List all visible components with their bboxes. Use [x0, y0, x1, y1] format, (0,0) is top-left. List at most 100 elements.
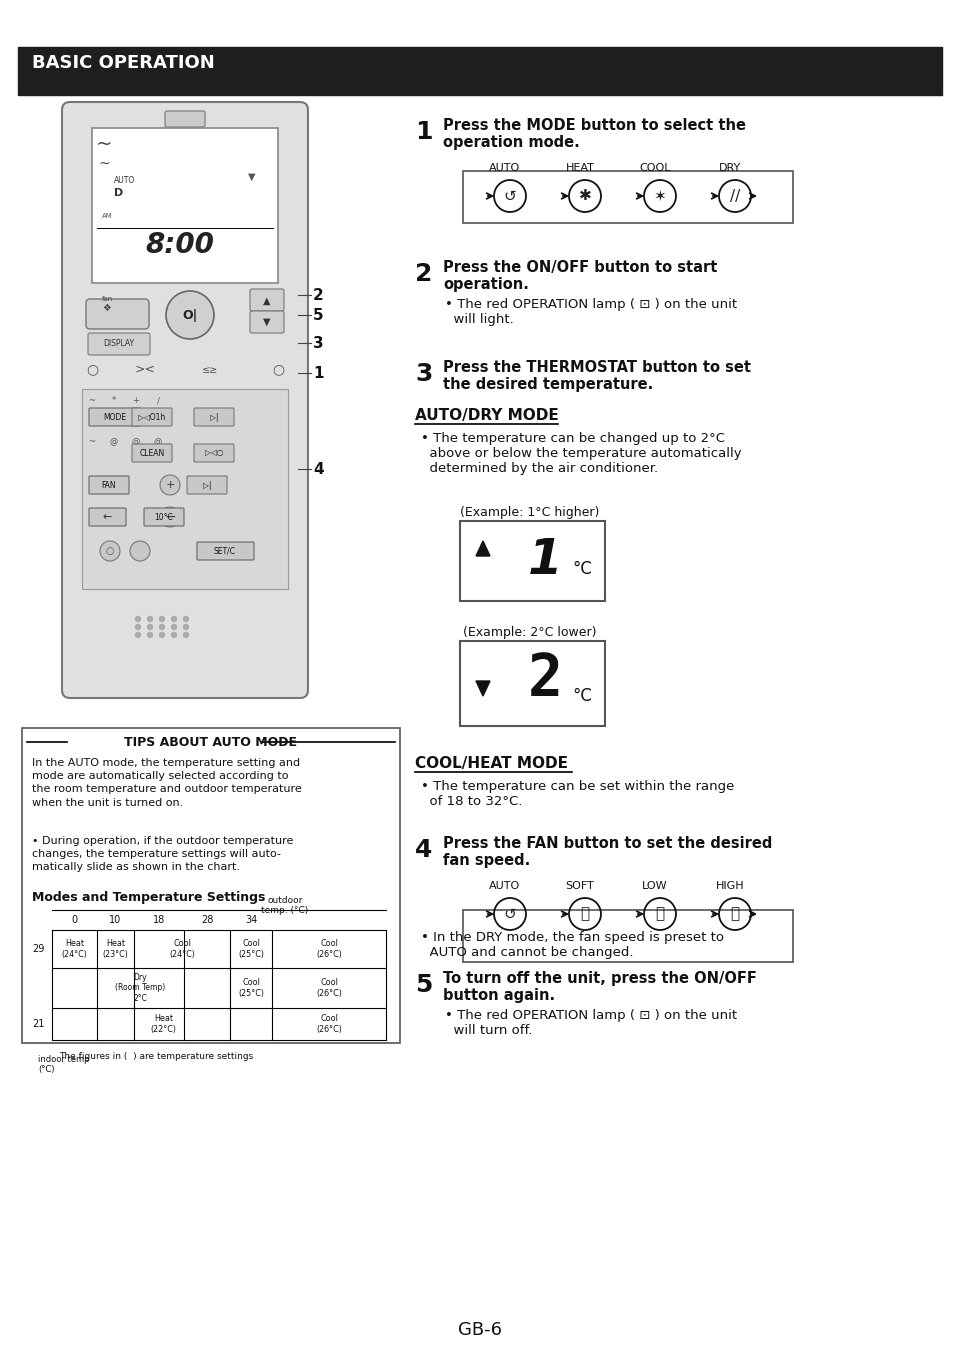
Circle shape — [183, 624, 188, 630]
Text: GB-6: GB-6 — [458, 1320, 502, 1339]
Text: 29: 29 — [32, 944, 44, 954]
FancyBboxPatch shape — [89, 508, 126, 527]
Text: ~: ~ — [88, 437, 95, 446]
Text: 5: 5 — [313, 308, 324, 323]
FancyBboxPatch shape — [132, 408, 172, 426]
Text: Cool
(25°C): Cool (25°C) — [238, 939, 264, 958]
Text: fan speed.: fan speed. — [443, 854, 530, 868]
Text: @: @ — [109, 437, 118, 446]
Text: FAN: FAN — [102, 480, 116, 490]
Text: ▲: ▲ — [263, 296, 271, 305]
Text: 2: 2 — [527, 651, 563, 708]
Text: ○: ○ — [86, 362, 98, 376]
Text: @: @ — [132, 437, 140, 446]
FancyBboxPatch shape — [250, 311, 284, 332]
FancyBboxPatch shape — [165, 111, 205, 128]
Text: the desired temperature.: the desired temperature. — [443, 377, 653, 392]
Text: AUTO/DRY MODE: AUTO/DRY MODE — [415, 408, 559, 423]
FancyBboxPatch shape — [144, 508, 184, 527]
Circle shape — [135, 624, 140, 630]
Text: SET/C: SET/C — [214, 547, 236, 555]
Text: COOL: COOL — [639, 163, 671, 172]
Bar — [92, 128, 278, 284]
Text: MODE: MODE — [104, 413, 127, 422]
Text: ✱: ✱ — [579, 189, 591, 204]
Text: ≤≥: ≤≥ — [202, 365, 218, 375]
Text: HEAT: HEAT — [565, 163, 594, 172]
Circle shape — [135, 632, 140, 638]
Text: To turn off the unit, press the ON/OFF: To turn off the unit, press the ON/OFF — [443, 972, 756, 987]
Text: 8:00: 8:00 — [146, 231, 214, 259]
Text: HIGH: HIGH — [716, 881, 744, 892]
Circle shape — [172, 616, 177, 622]
FancyBboxPatch shape — [194, 408, 234, 426]
Text: Cool
(26°C): Cool (26°C) — [316, 978, 342, 997]
Text: COOL/HEAT MODE: COOL/HEAT MODE — [415, 756, 568, 771]
Bar — [463, 911, 793, 962]
Text: Heat
(22°C): Heat (22°C) — [151, 1014, 177, 1034]
Text: @: @ — [154, 437, 162, 446]
Text: Press the ON/OFF button to start: Press the ON/OFF button to start — [443, 261, 717, 275]
Text: TIPS ABOUT AUTO MODE: TIPS ABOUT AUTO MODE — [125, 735, 298, 749]
Text: DISPLAY: DISPLAY — [104, 339, 134, 349]
Bar — [463, 171, 793, 223]
Text: SOFT: SOFT — [565, 881, 594, 892]
Text: 3: 3 — [415, 362, 432, 385]
Circle shape — [160, 475, 180, 495]
Text: • The temperature can be set within the range
  of 18 to 32°C.: • The temperature can be set within the … — [421, 780, 734, 807]
Circle shape — [148, 632, 153, 638]
Text: +: + — [165, 480, 175, 490]
Text: 34: 34 — [245, 915, 257, 925]
Text: • During operation, if the outdoor temperature
changes, the temperature settings: • During operation, if the outdoor tempe… — [32, 836, 294, 873]
Circle shape — [148, 624, 153, 630]
Circle shape — [100, 541, 120, 560]
Text: Press the MODE button to select the: Press the MODE button to select the — [443, 118, 746, 133]
Text: Modes and Temperature Settings: Modes and Temperature Settings — [32, 892, 265, 904]
Text: AUTO: AUTO — [114, 176, 135, 185]
Text: DRY: DRY — [719, 163, 741, 172]
Text: ▷◁○: ▷◁○ — [204, 449, 223, 457]
Text: ✨: ✨ — [656, 906, 664, 921]
Text: ❖: ❖ — [102, 303, 110, 313]
FancyBboxPatch shape — [86, 299, 149, 328]
Text: ~: ~ — [98, 157, 109, 171]
Circle shape — [166, 290, 214, 339]
Circle shape — [148, 616, 153, 622]
Text: 10: 10 — [109, 915, 122, 925]
Text: In the AUTO mode, the temperature setting and
mode are automatically selected ac: In the AUTO mode, the temperature settin… — [32, 759, 301, 807]
FancyBboxPatch shape — [187, 476, 227, 494]
Circle shape — [159, 632, 164, 638]
Text: AUTO: AUTO — [490, 163, 520, 172]
Text: 10°C: 10°C — [155, 513, 174, 521]
Text: The figures in (  ) are temperature settings: The figures in ( ) are temperature setti… — [59, 1052, 253, 1061]
Text: ✨: ✨ — [731, 906, 739, 921]
Text: Heat
(24°C): Heat (24°C) — [61, 939, 87, 958]
Text: CLEAN: CLEAN — [139, 449, 164, 457]
Text: Press the THERMOSTAT button to set: Press the THERMOSTAT button to set — [443, 360, 751, 375]
Text: • The red OPERATION lamp ( ⊡ ) on the unit
  will light.: • The red OPERATION lamp ( ⊡ ) on the un… — [445, 299, 737, 326]
Text: /: / — [156, 396, 159, 404]
Text: AM: AM — [102, 213, 112, 218]
Text: 1: 1 — [415, 119, 433, 144]
FancyBboxPatch shape — [197, 541, 254, 560]
Text: Cool
(25°C): Cool (25°C) — [238, 978, 264, 997]
Text: ~: ~ — [96, 134, 112, 153]
Text: ←: ← — [103, 512, 111, 522]
Text: • The temperature can be changed up to 2°C
  above or below the temperature auto: • The temperature can be changed up to 2… — [421, 432, 742, 475]
Circle shape — [135, 616, 140, 622]
Circle shape — [172, 632, 177, 638]
Bar — [460, 521, 605, 601]
Text: (Example: 2°C lower): (Example: 2°C lower) — [464, 626, 597, 639]
Text: outdoor
temp. (°C): outdoor temp. (°C) — [261, 896, 308, 916]
Text: 0: 0 — [71, 915, 78, 925]
Text: BASIC OPERATION: BASIC OPERATION — [32, 54, 215, 72]
Text: ▷|: ▷| — [209, 413, 218, 422]
Text: 1: 1 — [313, 365, 324, 380]
Text: LOW: LOW — [642, 881, 668, 892]
FancyBboxPatch shape — [88, 332, 150, 356]
Text: 2: 2 — [415, 262, 432, 286]
Text: (Example: 1°C higher): (Example: 1°C higher) — [460, 506, 600, 518]
Text: *: * — [112, 396, 116, 404]
Text: O|: O| — [182, 308, 198, 322]
Text: indoor temp
(°C): indoor temp (°C) — [38, 1054, 89, 1075]
